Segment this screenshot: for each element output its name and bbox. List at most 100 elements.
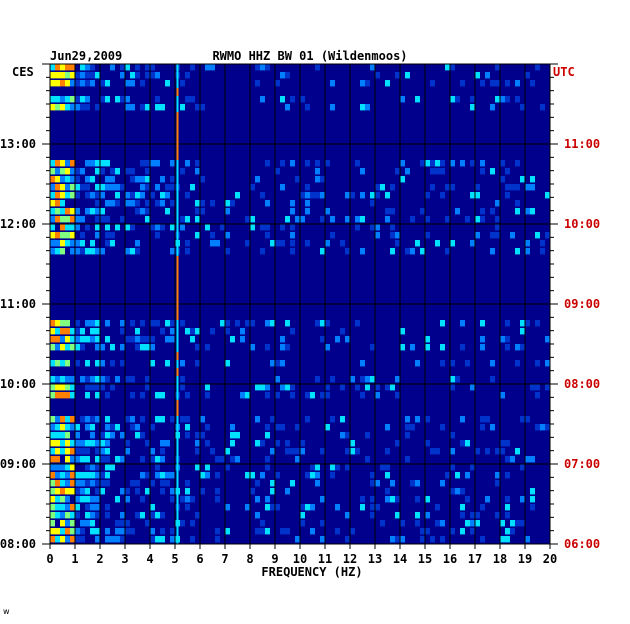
spectrogram-cell xyxy=(315,176,320,183)
spectrogram-cell xyxy=(70,72,75,79)
tremor-segment xyxy=(176,448,179,456)
tremor-segment xyxy=(176,408,179,416)
spectrogram-cell xyxy=(330,464,335,471)
spectrogram-cell xyxy=(300,96,305,103)
spectrogram-cell xyxy=(355,320,360,327)
spectrogram-cell xyxy=(85,80,90,87)
spectrogram-cell xyxy=(370,496,375,503)
x-axis-ticks: 0 1 2 3 4 5 6 7 8 9 10 11 12 13 14 15 16 17 18 19 20 xyxy=(46,544,557,566)
spectrogram-cell xyxy=(260,472,265,479)
spectrogram-cell xyxy=(70,512,75,519)
spectrogram-cell xyxy=(335,528,340,535)
spectrogram-cell xyxy=(540,104,545,111)
spectrogram-cell xyxy=(405,168,410,175)
spectrogram-cell xyxy=(525,320,530,327)
spectrogram-cell xyxy=(55,232,60,239)
spectrogram-cell xyxy=(205,392,210,399)
spectrogram-cell xyxy=(105,232,110,239)
spectrogram-cell xyxy=(270,448,275,455)
spectrogram-cell xyxy=(85,392,90,399)
spectrogram-cell xyxy=(235,320,240,327)
spectrogram-cell xyxy=(315,160,320,167)
spectrogram-cell xyxy=(195,168,200,175)
spectrogram-cell xyxy=(50,416,55,423)
spectrogram-cell xyxy=(125,224,130,231)
spectrogram-cell xyxy=(535,424,540,431)
spectrogram-cell xyxy=(125,528,130,535)
spectrogram-cell xyxy=(180,520,185,527)
spectrogram-cell xyxy=(50,328,55,335)
spectrogram-cell xyxy=(80,536,85,543)
spectrogram-cell xyxy=(100,168,105,175)
spectrogram-cell xyxy=(535,392,540,399)
spectrogram-cell xyxy=(400,96,405,103)
spectrogram-cell xyxy=(150,504,155,511)
spectrogram-cell xyxy=(155,232,160,239)
spectrogram-cell xyxy=(70,96,75,103)
spectrogram-cell xyxy=(200,432,205,439)
spectrogram-cell xyxy=(385,464,390,471)
spectrogram-cell xyxy=(55,72,60,79)
spectrogram-cell xyxy=(150,536,155,543)
spectrogram-cell xyxy=(300,440,305,447)
tremor-segment xyxy=(176,464,179,472)
spectrogram-cell xyxy=(60,520,65,527)
spectrogram-cell xyxy=(455,488,460,495)
spectrogram-cell xyxy=(120,184,125,191)
spectrogram-cell xyxy=(495,200,500,207)
spectrogram-cell xyxy=(490,168,495,175)
spectrogram-cell xyxy=(210,232,215,239)
x-tick-label: 14 xyxy=(393,552,407,566)
spectrogram-cell xyxy=(505,512,510,519)
tremor-segment xyxy=(176,120,179,128)
spectrogram-cell xyxy=(110,424,115,431)
spectrogram-cell xyxy=(55,360,60,367)
spectrogram-cell xyxy=(160,448,165,455)
spectrogram-cell xyxy=(70,464,75,471)
spectrogram-cell xyxy=(75,528,80,535)
spectrogram-cell xyxy=(290,232,295,239)
spectrogram-cell xyxy=(155,416,160,423)
spectrogram-cell xyxy=(395,512,400,519)
spectrogram-cell xyxy=(65,424,70,431)
spectrogram-cell xyxy=(545,336,550,343)
spectrogram-cell xyxy=(300,504,305,511)
spectrogram-cell xyxy=(320,336,325,343)
spectrogram-cell xyxy=(95,104,100,111)
spectrogram-cell xyxy=(60,168,65,175)
spectrogram-cell xyxy=(520,464,525,471)
spectrogram-cell xyxy=(55,384,60,391)
spectrogram-cell xyxy=(80,456,85,463)
tremor-segment xyxy=(176,208,179,216)
spectrogram-cell xyxy=(50,208,55,215)
spectrogram-cell xyxy=(65,392,70,399)
spectrogram-cell xyxy=(390,232,395,239)
spectrogram-cell xyxy=(130,80,135,87)
spectrogram-cell xyxy=(170,496,175,503)
tremor-segment xyxy=(176,160,179,168)
spectrogram-cell xyxy=(60,232,65,239)
spectrogram-cell xyxy=(275,360,280,367)
spectrogram-cell xyxy=(490,104,495,111)
spectrogram-cell xyxy=(85,472,90,479)
spectrogram-cell xyxy=(280,528,285,535)
spectrogram-cell xyxy=(120,536,125,543)
spectrogram-cell xyxy=(80,496,85,503)
spectrogram-cell xyxy=(215,472,220,479)
spectrogram-cell xyxy=(185,424,190,431)
spectrogram-cell xyxy=(490,248,495,255)
tremor-segment xyxy=(176,360,179,368)
spectrogram-cell xyxy=(440,168,445,175)
spectrogram-cell xyxy=(90,192,95,199)
spectrogram-cell xyxy=(80,64,85,71)
spectrogram-cell xyxy=(505,336,510,343)
spectrogram-cell xyxy=(405,72,410,79)
tremor-segment xyxy=(176,224,179,232)
spectrogram-cell xyxy=(185,328,190,335)
spectrogram-cell xyxy=(60,432,65,439)
spectrogram-cell xyxy=(55,424,60,431)
spectrogram-cell xyxy=(90,240,95,247)
spectrogram-cell xyxy=(280,240,285,247)
spectrogram-cell xyxy=(95,480,100,487)
spectrogram-cell xyxy=(100,360,105,367)
